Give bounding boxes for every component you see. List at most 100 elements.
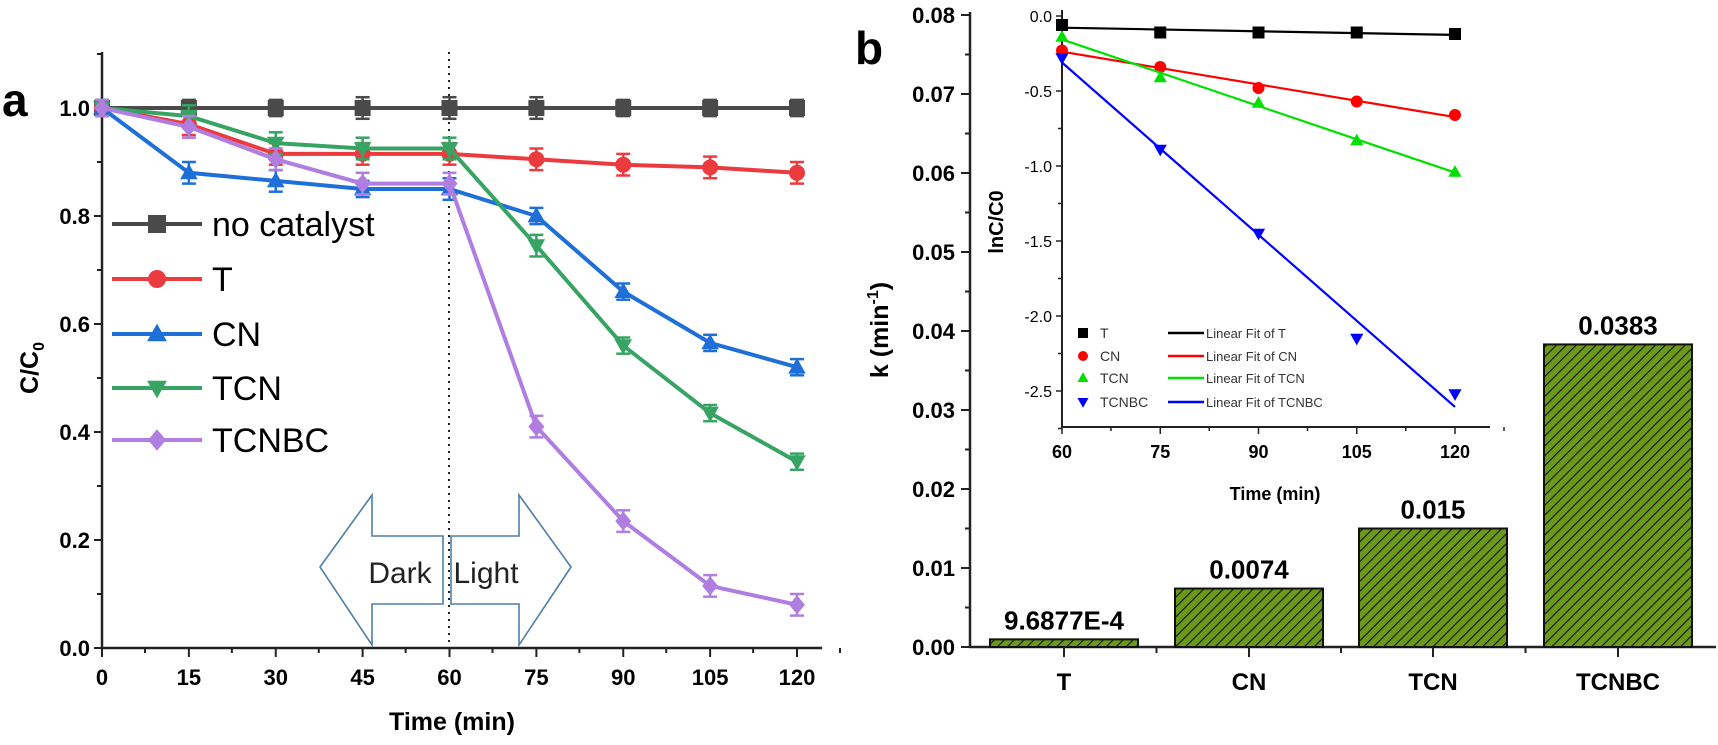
inset-legend-label: TCNBC	[1100, 394, 1148, 410]
legend-item: TCN	[112, 370, 282, 408]
data-point	[701, 333, 719, 350]
inset-legend-fit-label: Linear Fit of TCN	[1206, 371, 1305, 386]
y-tick-label: 0.2	[59, 528, 90, 553]
data-point	[267, 100, 284, 116]
inset-x-tick-label: 105	[1342, 442, 1372, 462]
data-point	[180, 117, 197, 137]
data-point	[615, 100, 632, 116]
panel-a-y-axis-label: C/C0	[16, 342, 48, 394]
inset-legend-item: CN Linear Fit of CN	[1078, 348, 1297, 364]
y-tick-label: 0.6	[59, 312, 90, 337]
inset-series-t	[1056, 19, 1461, 40]
data-point	[788, 358, 806, 374]
inset-data-point	[1448, 165, 1462, 177]
data-point	[353, 142, 372, 158]
panel-b-inset: 0.0 -0.5 -1.0 -1.5 -2.0 -2.5 60 75 90 105 120 Time…	[986, 9, 1505, 504]
data-point	[789, 164, 805, 181]
inset-series-tcnbc	[1055, 53, 1462, 408]
data-point	[440, 142, 459, 158]
inset-data-point	[1154, 26, 1167, 39]
y-tick-label: 0.0	[59, 636, 90, 661]
panel-a: a 0.00.20.40.60.81.00 15 30 45 60 75 90 105 120 …	[2, 52, 841, 736]
panel-label-a: a	[2, 74, 28, 126]
inset-legend-marker	[1078, 328, 1088, 338]
inset-y-tick-label: -2.0	[1024, 309, 1052, 326]
inset-legend-fit-label: Linear Fit of T	[1206, 326, 1286, 341]
y-tick-label: 0.05	[912, 240, 955, 265]
panel-a-x-axis-label: Time (min)	[389, 708, 515, 736]
light-arrow	[450, 492, 572, 648]
y-tick-label: 0.00	[912, 635, 955, 660]
data-point	[528, 151, 545, 168]
x-tick-label: 90	[611, 665, 635, 690]
legend-item: CN	[112, 316, 261, 354]
bar-value-label: 0.0074	[1209, 555, 1289, 585]
legend-label: CN	[212, 316, 261, 354]
light-label: Light	[453, 557, 519, 590]
legend-item: T	[112, 261, 233, 299]
data-point	[266, 171, 285, 188]
inset-legend-marker	[1078, 351, 1088, 361]
inset-y-tick-label: -1.0	[1024, 159, 1052, 176]
x-tick-label: TCN	[1408, 669, 1457, 696]
series-tcnbc	[94, 98, 805, 617]
y-tick-label: 0.03	[912, 398, 955, 423]
data-point	[788, 455, 806, 471]
data-point	[701, 406, 719, 423]
inset-axes: 0.0 -0.5 -1.0 -1.5 -2.0 -2.5 60 75 90 105 120	[1024, 9, 1505, 462]
inset-data-point	[1252, 26, 1265, 39]
data-point	[614, 282, 633, 298]
panel-b-y-axis-label: k (min-1)	[865, 282, 894, 378]
inset-data-point	[1153, 144, 1167, 157]
inset-x-tick-label: 75	[1150, 442, 1170, 462]
inset-legend-label: TCN	[1100, 370, 1129, 386]
inset-x-axis-label: Time (min)	[1230, 484, 1321, 504]
data-point	[702, 159, 719, 176]
inset-series-tcn	[1055, 30, 1462, 177]
x-tick-label: 60	[437, 665, 461, 690]
x-tick-label: 45	[350, 665, 374, 690]
data-point	[266, 136, 285, 153]
y-label-main: C/C	[16, 351, 44, 394]
inset-legend-label: CN	[1100, 348, 1120, 364]
bar-tcnbc	[1543, 343, 1693, 648]
x-tick-label: 105	[692, 665, 729, 690]
inset-y-tick-label: -1.5	[1024, 234, 1052, 251]
data-point	[527, 206, 546, 223]
data-point	[94, 98, 110, 118]
data-point	[354, 100, 371, 116]
inset-data-point	[1449, 28, 1461, 40]
data-point	[267, 149, 284, 169]
inset-legend-item: T Linear Fit of T	[1078, 325, 1286, 341]
panel-b-axes: 0.00 0.01 0.02 0.03 0.04 0.05 0.06 0.07 0.08	[912, 3, 1716, 660]
inset-x-tick-label: 90	[1248, 442, 1268, 462]
inset-data-point	[1350, 95, 1363, 108]
inset-x-tick-label: 120	[1440, 442, 1470, 462]
data-point	[354, 174, 371, 194]
x-tick-label: TCNBC	[1576, 669, 1660, 696]
inset-data-point	[1251, 228, 1266, 241]
panel-b: b 0.00 0.01 0.02 0.03 0.04 0.05 0.06 0.07 0.08 k…	[855, 3, 1716, 696]
legend-label: TCNBC	[212, 422, 329, 460]
data-point	[615, 156, 632, 173]
inset-data-point	[1153, 70, 1167, 83]
legend-marker	[147, 323, 167, 342]
inset-legend-marker	[1077, 372, 1089, 382]
inset-legend-item: TCN Linear Fit of TCN	[1077, 370, 1305, 386]
bar-tcn	[1358, 527, 1508, 648]
inset-series	[1055, 19, 1462, 408]
inset-data-point	[1056, 19, 1068, 31]
inset-data-point	[1252, 82, 1265, 94]
panel-a-series	[93, 95, 806, 617]
x-tick-label: 15	[177, 665, 201, 690]
legend-marker	[147, 380, 167, 399]
x-tick-label: 30	[264, 665, 288, 690]
series-no-catalyst	[94, 95, 805, 121]
inset-data-point	[1350, 26, 1363, 39]
inset-y-tick-label: -2.5	[1024, 384, 1052, 401]
y-label-close: )	[866, 282, 894, 290]
bar-value-label: 0.015	[1400, 495, 1465, 525]
